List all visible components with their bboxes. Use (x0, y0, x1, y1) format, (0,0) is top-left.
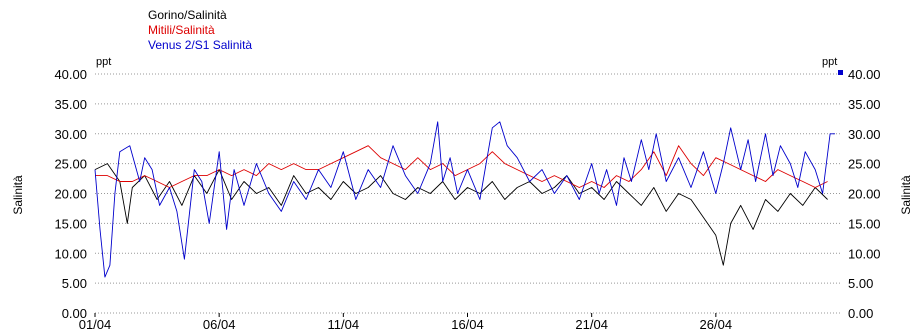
x-tick-label: 21/04 (575, 317, 608, 332)
legend-entry-venus: Venus 2/S1 Salinità (148, 38, 253, 52)
series-line-2 (94, 121, 835, 278)
y-tick-label-left: 5.00 (62, 276, 87, 291)
legend: Gorino/Salinità Mitili/Salinità Venus 2/… (148, 8, 252, 53)
series-line-1 (95, 145, 828, 188)
y-tick-label-left: 10.00 (54, 246, 87, 261)
x-tick-label: 06/04 (203, 317, 236, 332)
y-tick-label-right: 25.00 (848, 157, 881, 172)
x-tick-label: 11/04 (328, 317, 360, 332)
y-tick-label-right: 30.00 (848, 127, 881, 142)
unit-right-label: ppt (822, 56, 837, 68)
y-tick-label-right: 0.00 (848, 306, 873, 321)
y-tick-label-left: 25.00 (54, 157, 87, 172)
right-axis-marker (838, 70, 843, 75)
x-tick-label: 16/04 (451, 317, 484, 332)
x-tick-label: 01/04 (79, 317, 112, 332)
y-tick-label-left: 30.00 (54, 127, 87, 142)
x-axis: 01/04 06/04 11/04 16/04 21/04 26/04 (79, 313, 732, 332)
y-tick-label-right: 35.00 (848, 97, 881, 112)
y-tick-label-left: 20.00 (54, 187, 87, 202)
series-lines (94, 121, 835, 278)
y-tick-label-left: 0.00 (62, 306, 87, 321)
y-axis-left-title: Salinità (11, 175, 25, 215)
y-axis-right: 0.00 5.00 10.00 15.00 20.00 25.00 30.00 35.00 40… (848, 67, 881, 321)
y-axis-left: 0.00 5.00 10.00 15.00 20.00 25.00 30.00 35.00 40… (54, 67, 87, 321)
y-tick-label-left: 35.00 (54, 97, 87, 112)
y-tick-label-right: 40.00 (848, 67, 881, 82)
legend-entry-gorino: Gorino/Salinità (148, 8, 227, 22)
y-tick-label-right: 5.00 (848, 276, 873, 291)
legend-entry-mitili: Mitili/Salinità (148, 23, 215, 37)
x-tick-label: 26/04 (700, 317, 733, 332)
series-line-0 (94, 163, 828, 266)
y-tick-label-right: 20.00 (848, 187, 881, 202)
y-axis-right-title: Salinità (899, 175, 913, 215)
y-tick-label-right: 10.00 (848, 246, 881, 261)
unit-left-label: ppt (96, 56, 111, 68)
y-tick-label-left: 15.00 (54, 216, 87, 231)
y-tick-label-right: 15.00 (848, 216, 881, 231)
y-tick-label-left: 40.00 (54, 67, 87, 82)
